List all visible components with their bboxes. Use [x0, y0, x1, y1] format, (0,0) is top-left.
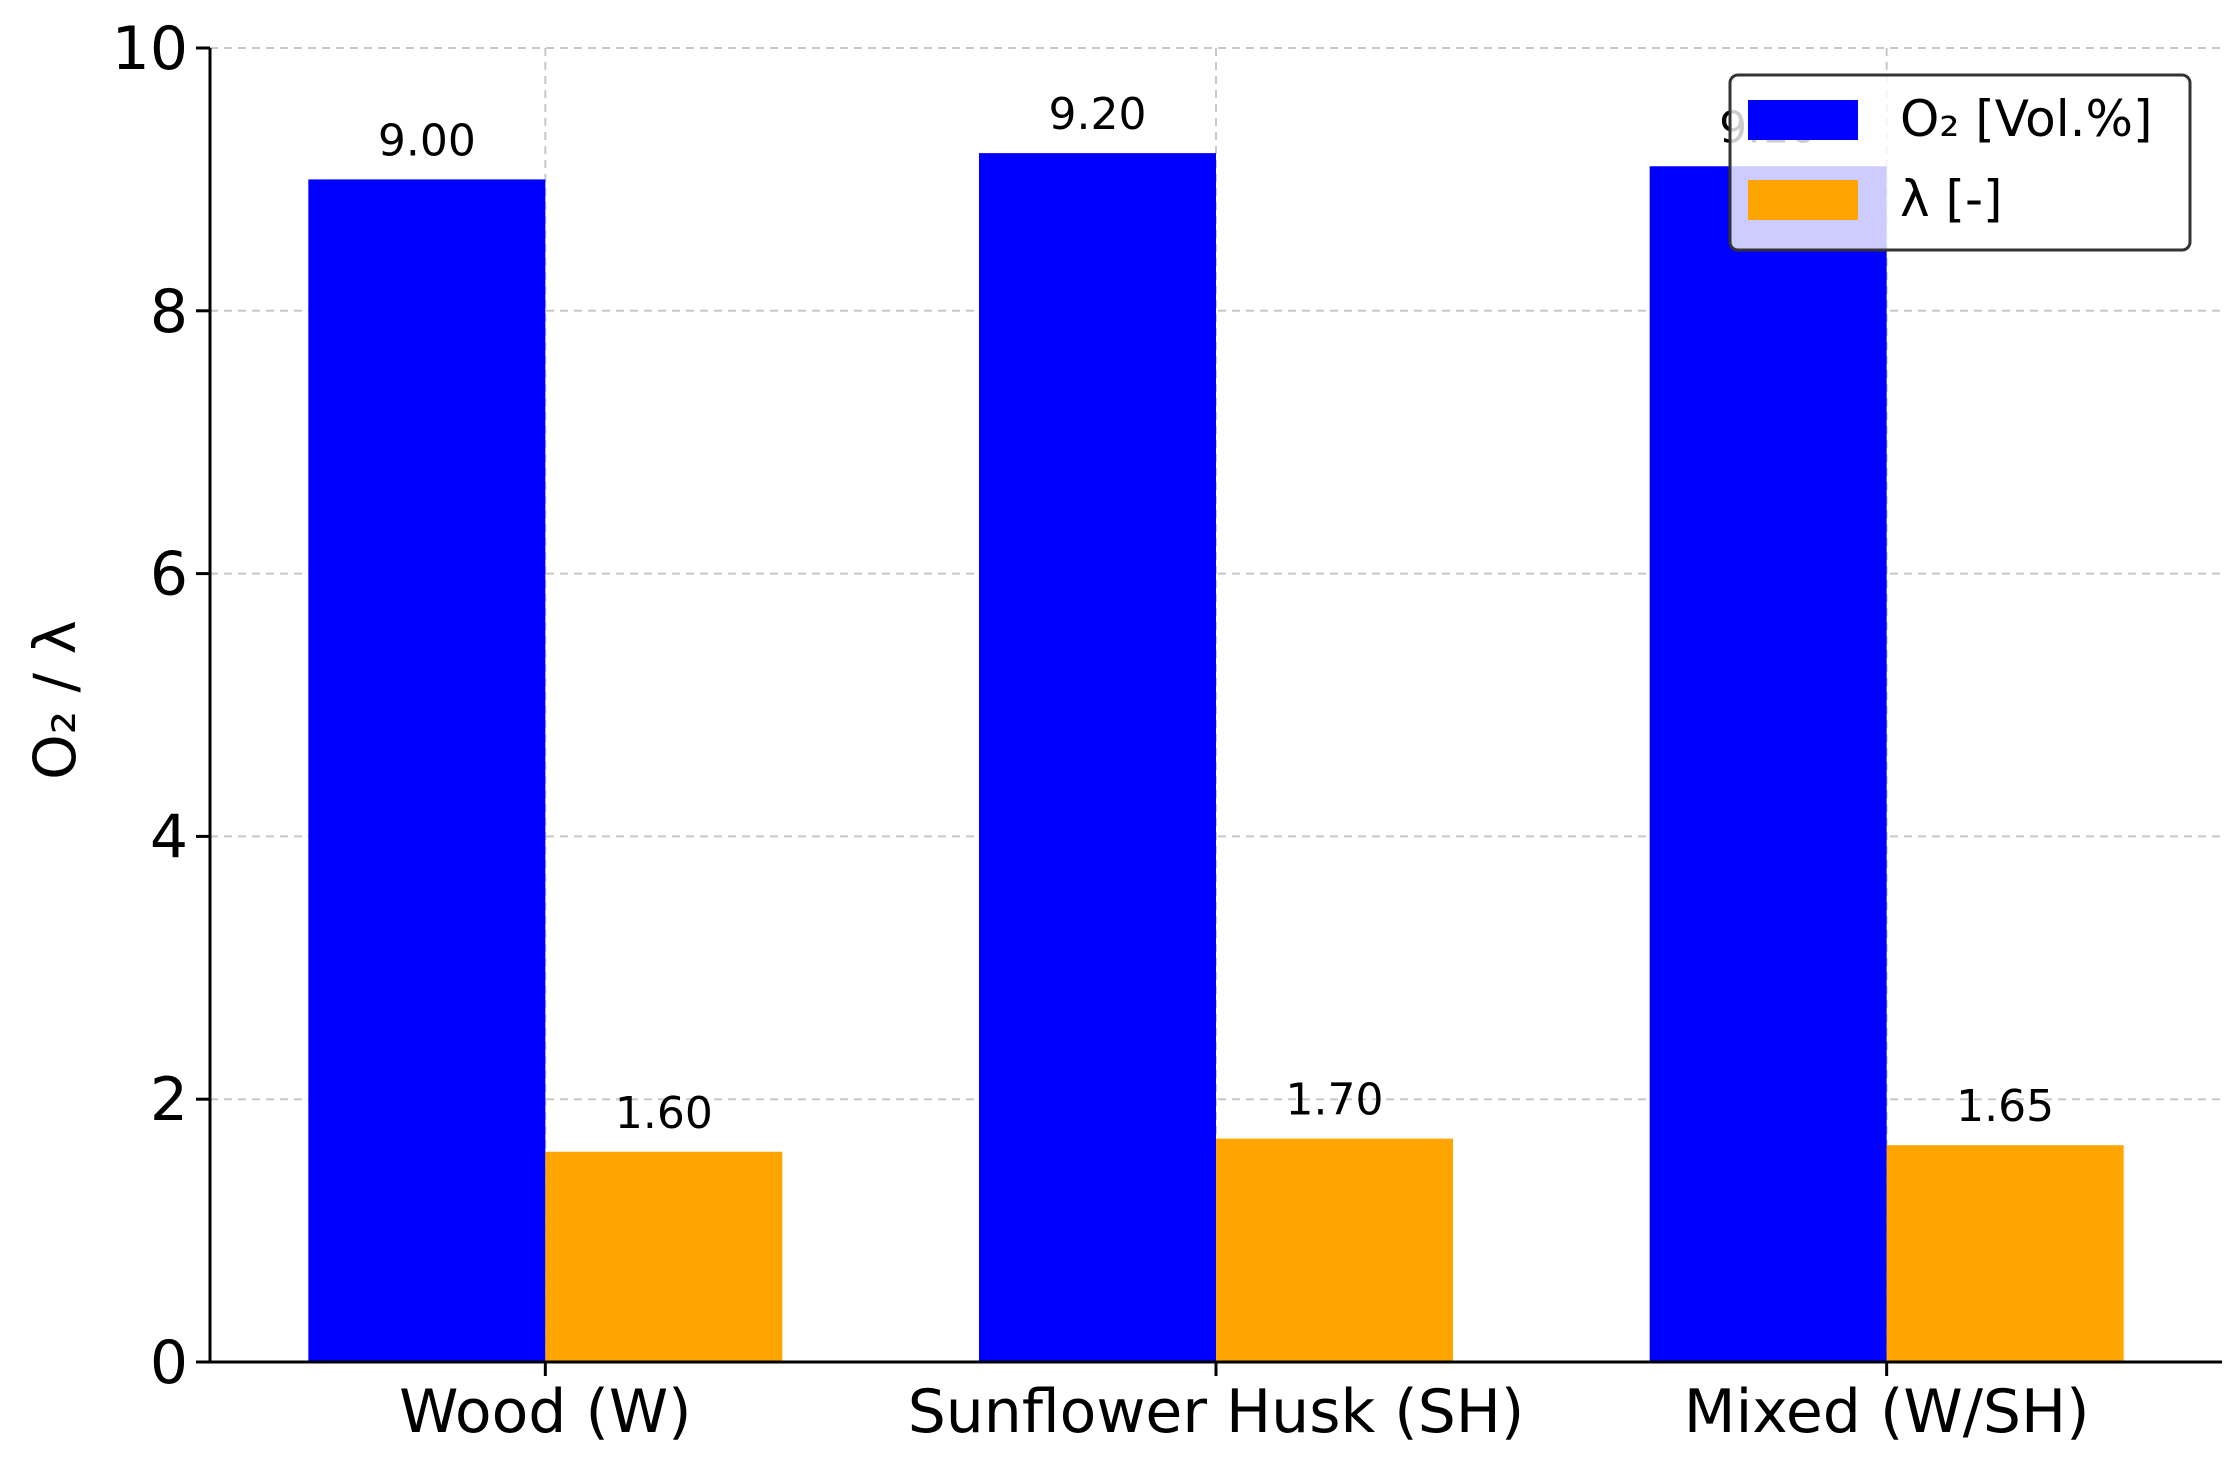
bar-value-label: 1.65 — [1956, 1081, 2054, 1132]
y-tick-label: 8 — [150, 277, 188, 347]
data-labels: 9.009.209.101.601.701.65 — [378, 89, 2054, 1139]
y-tick-label: 10 — [112, 14, 188, 84]
axes: 0 2 4 6 8 10 Wood (W) Sunflower Husk (SH) Mixed … — [112, 14, 2222, 1447]
y-tick-label: 0 — [150, 1328, 188, 1398]
bar-o2 — [1649, 166, 1887, 1362]
y-tick-label: 2 — [150, 1065, 188, 1135]
legend-label: O₂ [Vol.%] — [1900, 90, 2153, 148]
bar-o2 — [308, 179, 546, 1362]
y-tick-label: 6 — [150, 540, 188, 610]
bar-lambda — [545, 1151, 783, 1362]
bar-value-label: 9.20 — [1049, 89, 1147, 140]
bar-lambda — [1886, 1145, 2124, 1362]
legend: O₂ [Vol.%] λ [-] — [1728, 73, 2192, 252]
legend-swatch — [1748, 100, 1858, 140]
x-tick-label: Sunflower Husk (SH) — [908, 1377, 1525, 1447]
bar-value-label: 9.00 — [378, 115, 476, 166]
bar-value-label: 1.70 — [1286, 1075, 1384, 1126]
bar-o2 — [979, 153, 1216, 1362]
bars — [308, 153, 2124, 1362]
y-axis-label: O₂ / λ — [21, 620, 89, 780]
x-tick-label: Mixed (W/SH) — [1684, 1377, 2090, 1447]
x-tick-label: Wood (W) — [399, 1377, 692, 1447]
bar-value-label: 1.60 — [615, 1088, 713, 1139]
bar-lambda — [1216, 1138, 1453, 1362]
y-tick-label: 4 — [150, 802, 188, 872]
legend-label: λ [-] — [1900, 170, 2003, 228]
legend-swatch — [1748, 180, 1858, 220]
